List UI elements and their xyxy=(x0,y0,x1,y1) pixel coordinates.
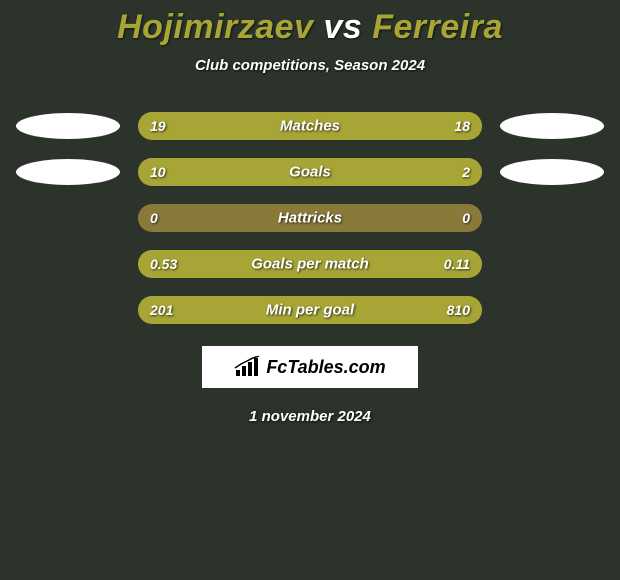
infographic-container: Hojimirzaev vs Ferreira Club competition… xyxy=(0,0,620,580)
bar-track: 19 18 Matches xyxy=(138,112,482,140)
date-label: 1 november 2024 xyxy=(0,408,620,425)
page-title: Hojimirzaev vs Ferreira xyxy=(0,0,620,47)
title-vs: vs xyxy=(323,8,362,46)
bar-fill-left xyxy=(138,158,399,186)
bar-track: 201 810 Min per goal xyxy=(138,296,482,324)
title-player1: Hojimirzaev xyxy=(117,8,313,46)
oval-spacer xyxy=(500,297,604,323)
bar-track: 10 2 Goals xyxy=(138,158,482,186)
bar-value-right: 0.11 xyxy=(444,256,470,272)
bar-label: Matches xyxy=(280,118,340,135)
oval-spacer xyxy=(16,205,120,231)
bar-value-right: 810 xyxy=(447,302,470,318)
comparison-row: 10 2 Goals xyxy=(0,158,620,186)
bar-value-right: 2 xyxy=(462,164,470,180)
bar-chart-icon xyxy=(234,356,260,378)
bar-track: 0.53 0.11 Goals per match xyxy=(138,250,482,278)
subtitle: Club competitions, Season 2024 xyxy=(0,57,620,74)
avatar-oval-right xyxy=(500,159,604,185)
logo-text: FcTables.com xyxy=(266,357,385,378)
avatar-oval-left xyxy=(16,113,120,139)
comparison-row: 0 0 Hattricks xyxy=(0,204,620,232)
comparison-rows: 19 18 Matches 10 2 Goals 0 0 Hattricks 0.53 0.11 Go… xyxy=(0,112,620,324)
oval-spacer xyxy=(500,205,604,231)
bar-value-left: 19 xyxy=(150,118,166,134)
bar-label: Hattricks xyxy=(278,210,342,227)
bar-value-right: 0 xyxy=(462,210,470,226)
bar-value-left: 10 xyxy=(150,164,166,180)
logo-box: FcTables.com xyxy=(202,346,418,388)
oval-spacer xyxy=(500,251,604,277)
comparison-row: 0.53 0.11 Goals per match xyxy=(0,250,620,278)
avatar-oval-right xyxy=(500,113,604,139)
bar-value-left: 0.53 xyxy=(150,256,177,272)
avatar-oval-left xyxy=(16,159,120,185)
bar-value-right: 18 xyxy=(454,118,470,134)
comparison-row: 19 18 Matches xyxy=(0,112,620,140)
oval-spacer xyxy=(16,251,120,277)
oval-spacer xyxy=(16,297,120,323)
bar-label: Goals per match xyxy=(251,256,369,273)
bar-value-left: 0 xyxy=(150,210,158,226)
bar-track: 0 0 Hattricks xyxy=(138,204,482,232)
bar-label: Min per goal xyxy=(266,302,354,319)
title-player2: Ferreira xyxy=(372,8,503,46)
bar-value-left: 201 xyxy=(150,302,173,318)
comparison-row: 201 810 Min per goal xyxy=(0,296,620,324)
bar-label: Goals xyxy=(289,164,331,181)
